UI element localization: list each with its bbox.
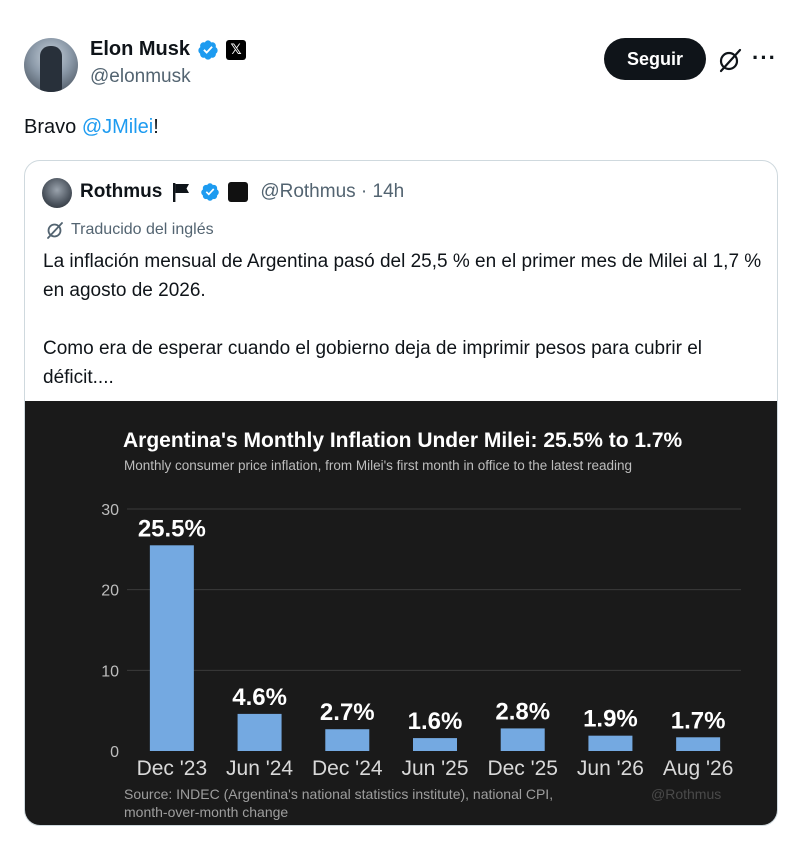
- tweet-suffix: !: [153, 116, 159, 138]
- chart-xtick-label: Dec '23: [137, 757, 208, 780]
- chart-source-line1: Source: INDEC (Argentina's national stat…: [124, 786, 553, 802]
- inflation-bar-chart: Argentina's Monthly Inflation Under Mile…: [101, 429, 741, 820]
- chart-data-label: 1.7%: [671, 707, 726, 734]
- quote-author-handle[interactable]: @Rothmus · 14h: [260, 181, 405, 202]
- translated-label: Traducido del inglés: [71, 221, 214, 238]
- quoted-tweet[interactable]: Rothmus @Rothmus · 14h Traducido del ing…: [24, 160, 778, 826]
- verified-badge-icon: [198, 39, 218, 60]
- tweet-text: Bravo @JMilei!: [24, 116, 159, 139]
- quote-time[interactable]: 14h: [372, 181, 405, 202]
- translated-notice: Traducido del inglés: [45, 220, 214, 240]
- chart-bar: [237, 713, 282, 751]
- chart-watermark: @Rothmus: [651, 786, 721, 802]
- chart-bar: [149, 545, 194, 751]
- chart-data-label: 1.9%: [583, 706, 638, 733]
- author-name-row: Elon Musk 𝕏: [90, 38, 247, 61]
- inflation-chart-image[interactable]: Argentina's Monthly Inflation Under Mile…: [25, 401, 777, 825]
- chart-bar: [413, 738, 457, 751]
- quote-author-avatar[interactable]: [42, 178, 72, 208]
- mention-link[interactable]: @JMilei: [81, 116, 154, 138]
- chart-data-label: 2.8%: [495, 698, 550, 725]
- chart-subtitle: Monthly consumer price inflation, from M…: [124, 458, 632, 473]
- chart-data-label: 2.7%: [320, 699, 375, 726]
- chart-source-line2: month-over-month change: [124, 804, 288, 820]
- translate-icon: [47, 222, 63, 239]
- black-flag-icon: [173, 183, 190, 202]
- quote-author-name[interactable]: Rothmus: [80, 181, 163, 202]
- chart-bar: [325, 729, 370, 751]
- chart-xtick-label: Jun '24: [226, 757, 293, 780]
- author-avatar[interactable]: [24, 38, 78, 92]
- chart-ytick-label: 20: [101, 583, 119, 600]
- chart-ytick-label: 10: [101, 663, 119, 680]
- quote-header: Rothmus @Rothmus · 14h: [80, 181, 404, 203]
- chart-xtick-label: Jun '26: [577, 757, 644, 780]
- chart-xtick-label: Jun '25: [401, 757, 468, 780]
- tweet-prefix: Bravo: [24, 116, 82, 138]
- author-name[interactable]: Elon Musk: [90, 38, 191, 60]
- grok-icon[interactable]: [716, 46, 744, 74]
- chart-bar: [500, 728, 545, 751]
- chart-ytick-label: 0: [110, 744, 119, 761]
- quote-body-text: La inflación mensual de Argentina pasó d…: [43, 251, 762, 388]
- follow-button[interactable]: Seguir: [604, 38, 706, 80]
- quote-handle-text: @Rothmus: [260, 181, 356, 202]
- affiliate-badge-icon: [228, 182, 249, 202]
- quote-verified-badge-icon: [201, 183, 220, 201]
- chart-data-label: 1.6%: [408, 708, 463, 735]
- chart-title: Argentina's Monthly Inflation Under Mile…: [123, 429, 683, 452]
- author-handle[interactable]: @elonmusk: [90, 66, 191, 87]
- chart-data-label: 4.6%: [232, 684, 287, 711]
- chart-data-label: 25.5%: [138, 515, 206, 542]
- x-logo-icon: 𝕏: [226, 39, 247, 60]
- chart-xtick-label: Aug '26: [663, 757, 734, 780]
- chart-ytick-label: 30: [101, 502, 119, 519]
- chart-xtick-label: Dec '24: [312, 757, 383, 780]
- chart-xtick-label: Dec '25: [487, 757, 558, 780]
- chart-bar: [676, 737, 721, 751]
- more-options-icon[interactable]: ···: [752, 45, 777, 70]
- chart-bar: [588, 735, 633, 751]
